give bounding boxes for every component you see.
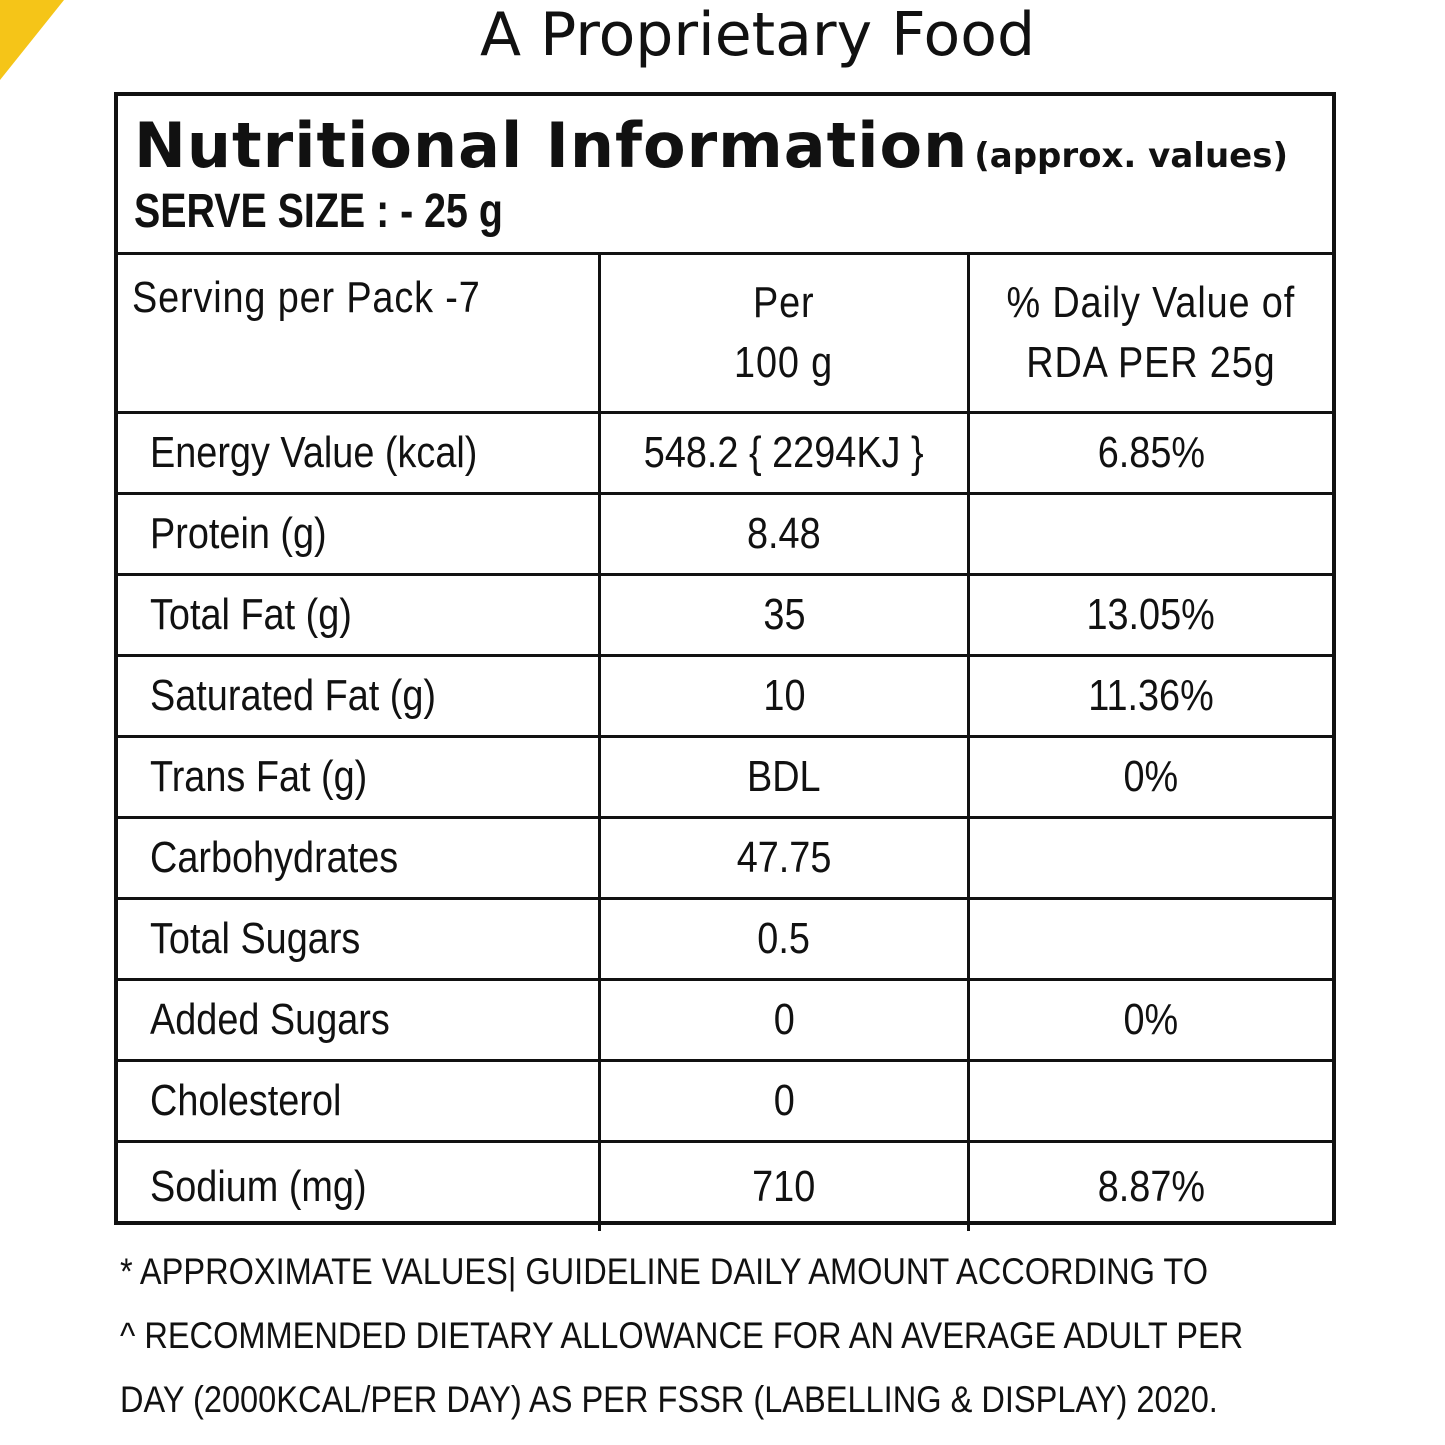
rda-line1: % Daily Value of (1006, 278, 1296, 327)
footnote-line-2: ^ RECOMMENDED DIETARY ALLOWANCE FOR AN A… (120, 1315, 1244, 1356)
per-100g-line1: Per (753, 278, 815, 327)
per-100g-value: 10 (762, 671, 806, 720)
header-per-100g: Per 100 g (601, 255, 970, 411)
rda-value: 0% (1123, 752, 1179, 801)
nutrient-name: Trans Fat (g) (150, 752, 368, 801)
nutrient-name: Carbohydrates (150, 833, 399, 882)
header-serving-per-pack: Serving per Pack -7 (118, 255, 601, 411)
rda-value: 6.85% (1097, 428, 1205, 477)
table-row: Protein (g) 8.48 (118, 495, 1332, 576)
header-rda: % Daily Value of RDA PER 25g (970, 255, 1332, 411)
nutrition-label: Nutritional Information (approx. values) … (114, 92, 1336, 1231)
table-row: Saturated Fat (g) 10 11.36% (118, 657, 1332, 738)
rda-value: 13.05% (1086, 590, 1216, 639)
footnote-line-3: DAY (2000KCAL/PER DAY) AS PER FSSR (LABE… (120, 1379, 1218, 1420)
per-100g-line2: 100 g (734, 338, 834, 387)
label-title-note: (approx. values) (974, 136, 1288, 176)
label-title: Nutritional Information (134, 109, 969, 182)
per-100g-value: 0 (773, 1076, 795, 1125)
per-100g-value: 8.48 (747, 509, 821, 558)
table-row: Total Sugars 0.5 (118, 900, 1332, 981)
nutrient-name: Added Sugars (150, 995, 390, 1044)
per-100g-value: 47.75 (736, 833, 832, 882)
rda-value: 0% (1123, 995, 1179, 1044)
table-header-row: Serving per Pack -7 Per 100 g % Daily Va… (118, 255, 1332, 414)
corner-accent (0, 0, 64, 80)
nutrient-name: Protein (g) (150, 509, 327, 558)
per-100g-value: 710 (752, 1162, 816, 1211)
rda-value: 8.87% (1097, 1162, 1205, 1211)
table-row: Carbohydrates 47.75 (118, 819, 1332, 900)
nutrient-name: Saturated Fat (g) (150, 671, 437, 720)
per-100g-value: 0 (773, 995, 795, 1044)
nutrient-name: Total Sugars (150, 914, 361, 963)
per-100g-value: 35 (762, 590, 806, 639)
nutrient-name: Cholesterol (150, 1076, 342, 1125)
nutrition-table: Serving per Pack -7 Per 100 g % Daily Va… (118, 255, 1332, 1231)
rda-line2: RDA PER 25g (1026, 338, 1276, 387)
table-row: Added Sugars 0 0% (118, 981, 1332, 1062)
table-row: Sodium (mg) 710 8.87% (118, 1143, 1332, 1231)
nutrient-name: Total Fat (g) (150, 590, 352, 639)
footnote-line-1: * APPROXIMATE VALUES| GUIDELINE DAILY AM… (120, 1251, 1209, 1292)
label-title-line: Nutritional Information (approx. values) (134, 110, 1288, 192)
table-row: Cholesterol 0 (118, 1062, 1332, 1143)
nutrient-name: Sodium (mg) (150, 1162, 367, 1211)
product-type-heading: A Proprietary Food (479, 0, 1036, 70)
per-100g-value: 548.2 { 2294KJ } (644, 428, 924, 477)
serving-per-pack-text: Serving per Pack -7 (132, 273, 481, 322)
per-100g-value: 0.5 (757, 914, 811, 963)
serve-size: SERVE SIZE : - 25 g (134, 185, 503, 238)
table-row: Energy Value (kcal) 548.2 { 2294KJ } 6.8… (118, 414, 1332, 495)
nutrient-name: Energy Value (kcal) (150, 428, 478, 477)
table-row: Total Fat (g) 35 13.05% (118, 576, 1332, 657)
label-header: Nutritional Information (approx. values) … (118, 96, 1332, 255)
footnote: * APPROXIMATE VALUES| GUIDELINE DAILY AM… (120, 1240, 1350, 1432)
rda-value: 11.36% (1088, 671, 1214, 720)
table-row: Trans Fat (g) BDL 0% (118, 738, 1332, 819)
per-100g-value: BDL (747, 752, 821, 801)
